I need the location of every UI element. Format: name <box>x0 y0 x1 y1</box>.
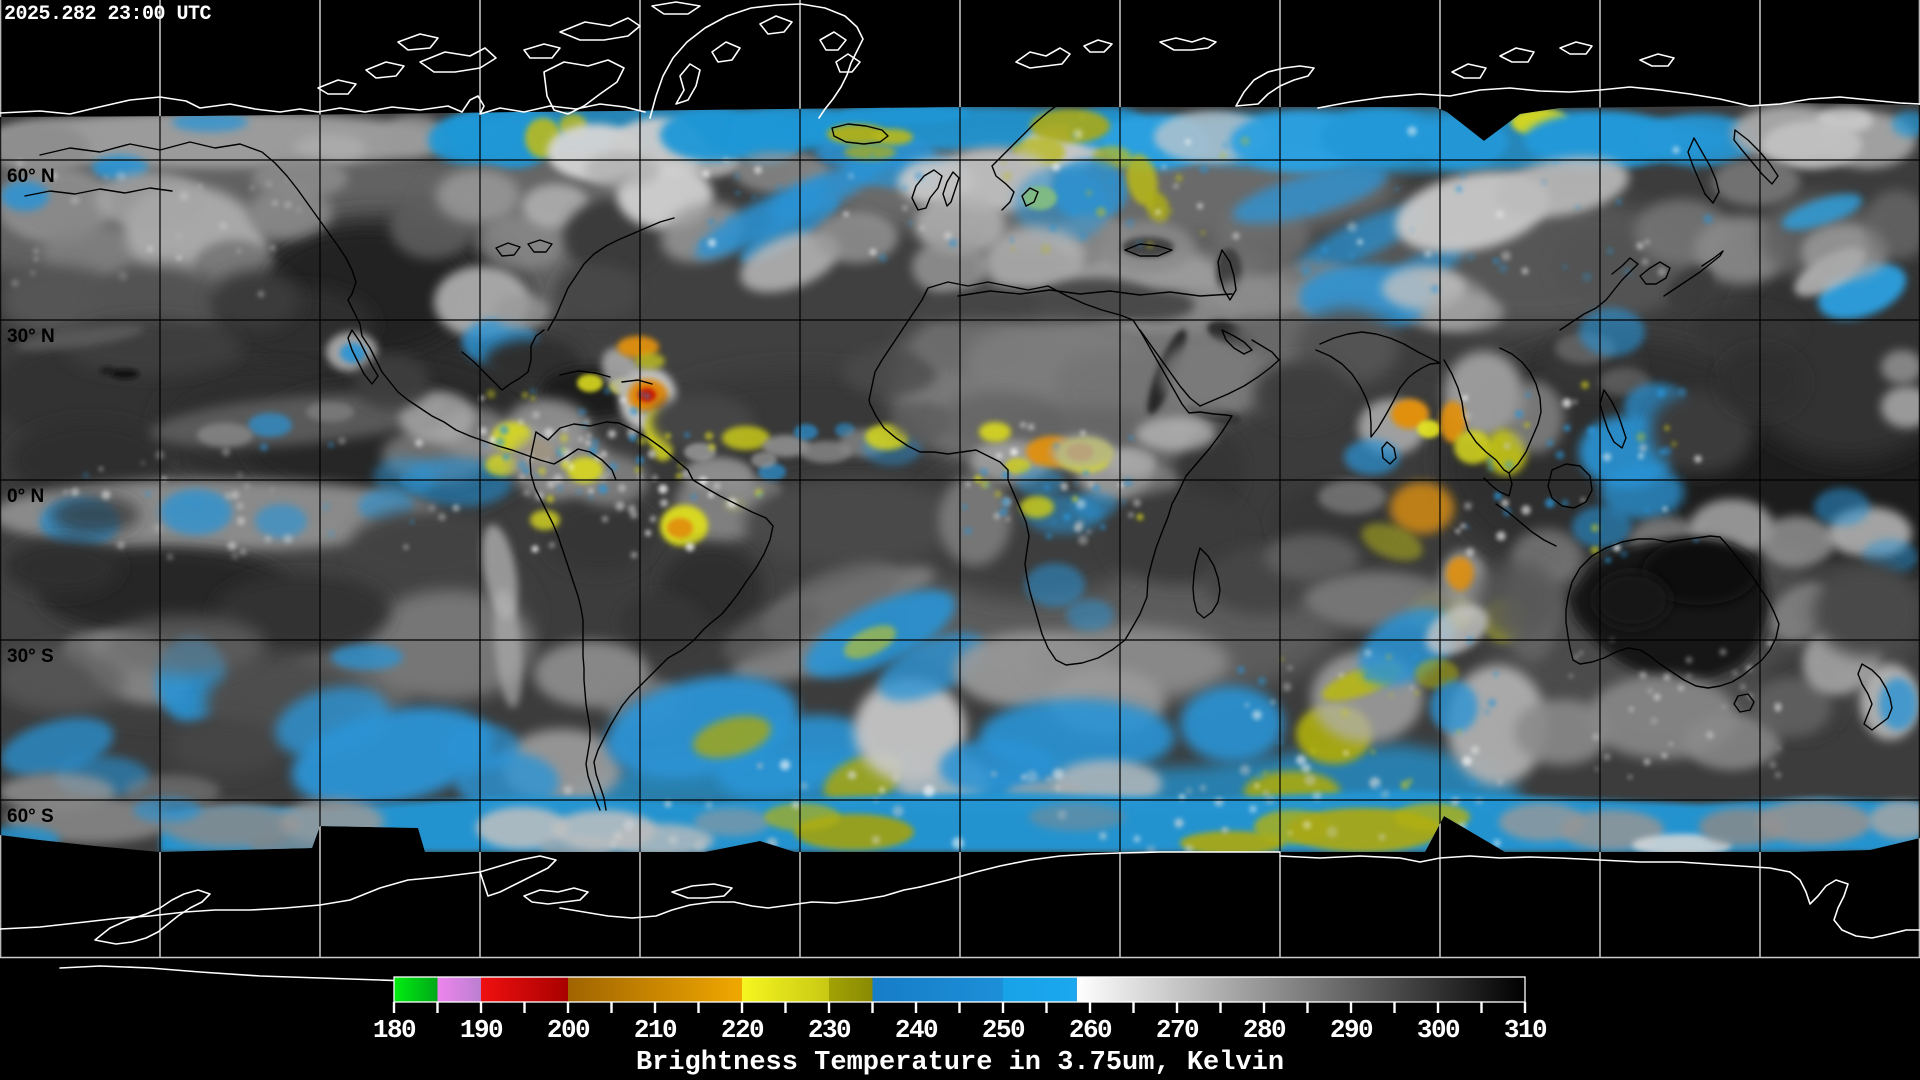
svg-text:30° S: 30° S <box>7 646 54 667</box>
svg-text:300: 300 <box>1417 1015 1460 1045</box>
svg-text:180: 180 <box>373 1015 416 1045</box>
svg-text:60° S: 60° S <box>7 806 54 827</box>
svg-text:0° N: 0° N <box>7 486 44 507</box>
svg-text:Brightness Temperature in 3.75: Brightness Temperature in 3.75um, Kelvin <box>636 1048 1284 1078</box>
svg-text:190: 190 <box>460 1015 503 1045</box>
svg-text:280: 280 <box>1243 1015 1286 1045</box>
svg-text:260: 260 <box>1069 1015 1112 1045</box>
svg-text:270: 270 <box>1156 1015 1199 1045</box>
svg-text:200: 200 <box>547 1015 590 1045</box>
svg-text:240: 240 <box>895 1015 938 1045</box>
svg-text:220: 220 <box>721 1015 764 1045</box>
svg-text:30° N: 30° N <box>7 326 55 347</box>
svg-text:210: 210 <box>634 1015 677 1045</box>
svg-text:60° N: 60° N <box>7 166 55 187</box>
svg-text:290: 290 <box>1330 1015 1373 1045</box>
svg-text:310: 310 <box>1504 1015 1547 1045</box>
svg-text:2025.282 23:00 UTC: 2025.282 23:00 UTC <box>4 3 212 26</box>
svg-text:230: 230 <box>808 1015 851 1045</box>
svg-text:250: 250 <box>982 1015 1025 1045</box>
